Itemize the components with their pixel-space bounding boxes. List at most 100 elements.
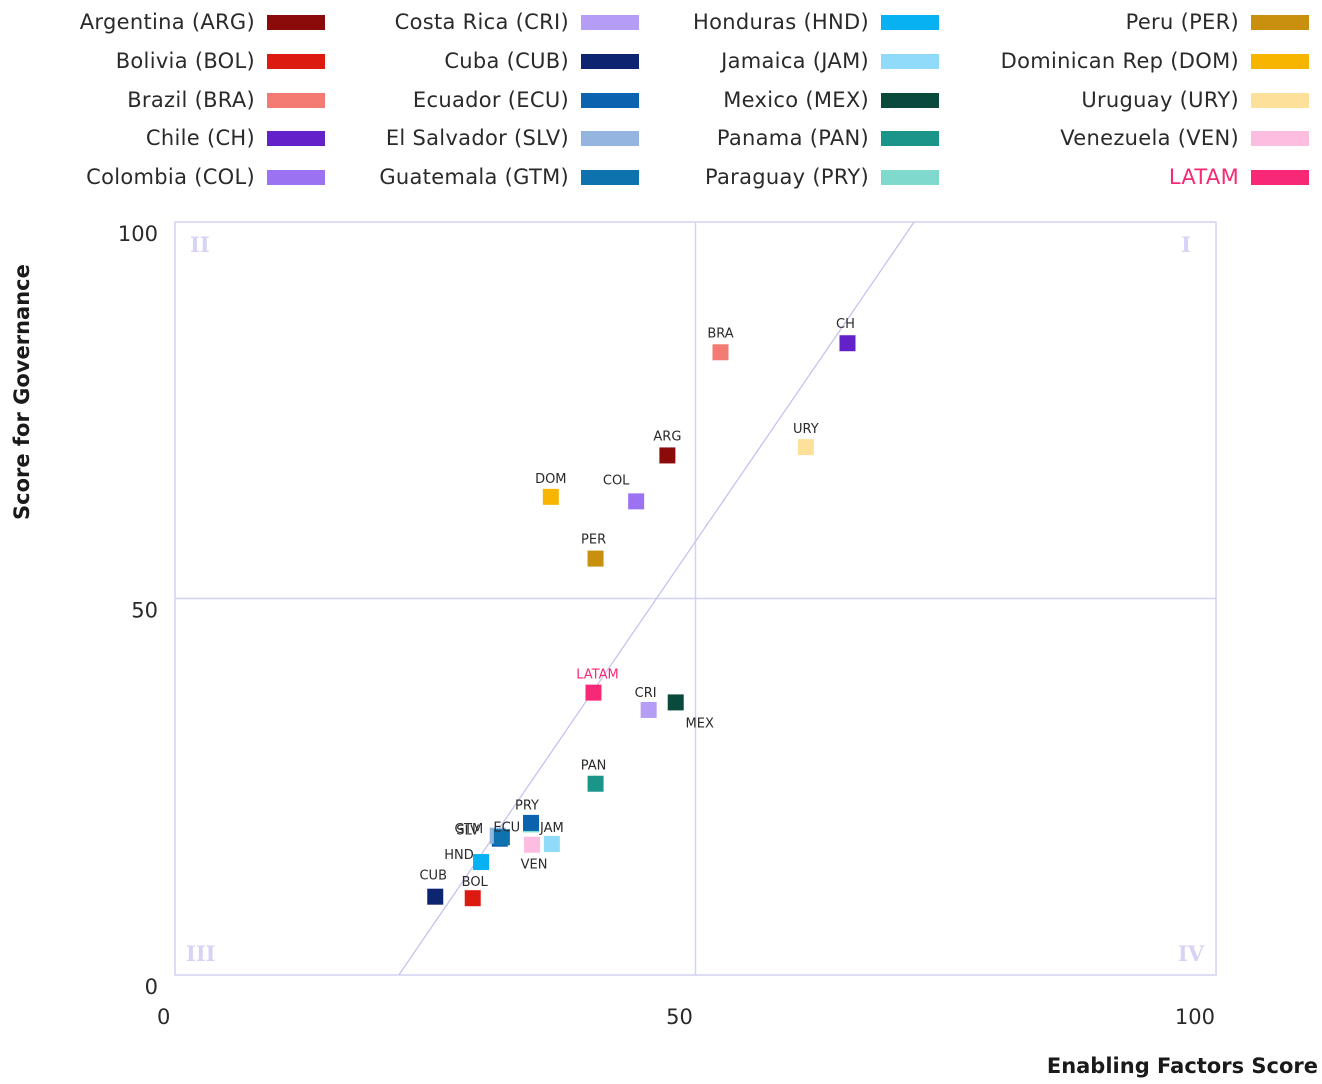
x-tick-label: 100 <box>1175 1005 1215 1029</box>
legend-item-jam: Jamaica (JAM) <box>721 49 939 73</box>
legend-label: Guatemala (GTM) <box>379 165 569 189</box>
legend-label: Jamaica (JAM) <box>721 49 869 73</box>
point-ch <box>839 335 856 352</box>
point-label-ury: URY <box>793 422 819 437</box>
legend-swatch <box>881 130 939 146</box>
legend-swatch <box>881 53 939 69</box>
legend-label: El Salvador (SLV) <box>385 126 569 150</box>
legend-swatch <box>267 130 325 146</box>
point-label-ven: VEN <box>521 858 548 873</box>
quadrant-label-ii: II <box>190 232 210 257</box>
point-label-bra: BRA <box>707 326 733 341</box>
point-label-mex: MEX <box>686 716 714 731</box>
point-ury <box>797 439 814 456</box>
y-tick-label: 50 <box>131 599 158 623</box>
legend-swatch <box>581 130 639 146</box>
y-axis-label: Score for Governance <box>10 264 34 520</box>
y-tick-label: 0 <box>145 975 158 999</box>
point-label-col: COL <box>603 473 630 488</box>
x-axis-label: Enabling Factors Score <box>1046 1054 1318 1078</box>
point-mex <box>667 694 684 711</box>
point-cri <box>640 701 657 718</box>
point-label-dom: DOM <box>535 472 566 487</box>
legend-item-slv: El Salvador (SLV) <box>386 126 639 150</box>
legend-item-pry: Paraguay (PRY) <box>705 165 939 189</box>
quadrant-label-i: I <box>1181 232 1191 257</box>
legend-item-hnd: Honduras (HND) <box>693 10 939 34</box>
point-cub <box>427 888 444 905</box>
legend-item-ecu: Ecuador (ECU) <box>413 88 639 112</box>
point-jam <box>543 835 560 852</box>
legend-swatch <box>581 92 639 108</box>
legend-item-cub: Cuba (CUB) <box>444 49 639 73</box>
legend-swatch <box>1251 92 1309 108</box>
chart-legend: Argentina (ARG) Bolivia (BOL) Brazil (BRA)… <box>0 0 1322 200</box>
legend-label: Argentina (ARG) <box>79 10 255 34</box>
point-per <box>587 550 604 567</box>
legend-label: LATAM <box>1168 165 1239 189</box>
point-hnd <box>473 854 490 871</box>
legend-swatch <box>581 169 639 185</box>
point-label-latam: LATAM <box>576 668 618 683</box>
legend-label: Dominican Rep (DOM) <box>1000 49 1239 73</box>
point-label-per: PER <box>581 533 606 548</box>
legend-label: Venezuela (VEN) <box>1060 126 1239 150</box>
legend-swatch <box>267 169 325 185</box>
quadrant-label-iv: IV <box>1178 941 1205 966</box>
point-overlay-pry <box>523 814 540 831</box>
legend-swatch <box>881 92 939 108</box>
point-dom <box>542 488 559 505</box>
legend-label: Costa Rica (CRI) <box>394 10 569 34</box>
point-label-ecu: ECU <box>493 821 520 836</box>
legend-item-gtm: Guatemala (GTM) <box>379 165 639 189</box>
legend-swatch <box>1251 53 1309 69</box>
legend-label: Panama (PAN) <box>716 126 869 150</box>
legend-item-ch: Chile (CH) <box>146 126 325 150</box>
legend-swatch <box>581 14 639 30</box>
legend-swatch <box>1251 14 1309 30</box>
point-latam <box>585 684 602 701</box>
point-bol <box>464 890 481 907</box>
legend-label: Cuba (CUB) <box>444 49 569 73</box>
legend-item-per: Peru (PER) <box>1126 10 1309 34</box>
legend-label: Bolivia (BOL) <box>115 49 255 73</box>
legend-item-ven: Venezuela (VEN) <box>1060 126 1309 150</box>
legend-label: Chile (CH) <box>145 126 255 150</box>
x-tick-label: 0 <box>157 1005 170 1029</box>
legend-item-pan: Panama (PAN) <box>717 126 939 150</box>
point-label-pan: PAN <box>581 759 607 774</box>
point-pan <box>587 775 604 792</box>
legend-item-bol: Bolivia (BOL) <box>116 49 325 73</box>
legend-label: Ecuador (ECU) <box>412 88 569 112</box>
point-ven <box>524 836 541 853</box>
legend-item-arg: Argentina (ARG) <box>80 10 325 34</box>
point-label-arg: ARG <box>653 429 681 444</box>
legend-swatch <box>1251 169 1309 185</box>
legend-item-cri: Costa Rica (CRI) <box>395 10 639 34</box>
legend-label: Uruguay (URY) <box>1081 88 1239 112</box>
legend-label: Colombia (COL) <box>86 165 255 189</box>
legend-swatch <box>267 53 325 69</box>
point-label-bol: BOL <box>462 875 489 890</box>
point-arg <box>659 447 676 464</box>
point-label-hnd: HND <box>444 848 474 863</box>
legend-swatch <box>1251 130 1309 146</box>
point-gtm <box>493 829 510 846</box>
legend-label: Mexico (MEX) <box>723 88 869 112</box>
x-tick-label: 50 <box>666 1005 693 1029</box>
point-label-jam: JAM <box>539 821 564 836</box>
trend-line <box>398 221 915 976</box>
legend-label: Paraguay (PRY) <box>704 165 869 189</box>
legend-label: Peru (PER) <box>1125 10 1239 34</box>
legend-item-dom: Dominican Rep (DOM) <box>1001 49 1309 73</box>
legend-swatch <box>881 14 939 30</box>
point-label-cub: CUB <box>419 869 447 884</box>
legend-item-bra: Brazil (BRA) <box>127 88 325 112</box>
y-tick-label: 100 <box>118 222 158 246</box>
point-col <box>628 493 645 510</box>
legend-item-col: Colombia (COL) <box>86 165 325 189</box>
legend-swatch <box>267 92 325 108</box>
point-label-ch: CH <box>836 317 855 332</box>
point-bra <box>712 344 729 361</box>
